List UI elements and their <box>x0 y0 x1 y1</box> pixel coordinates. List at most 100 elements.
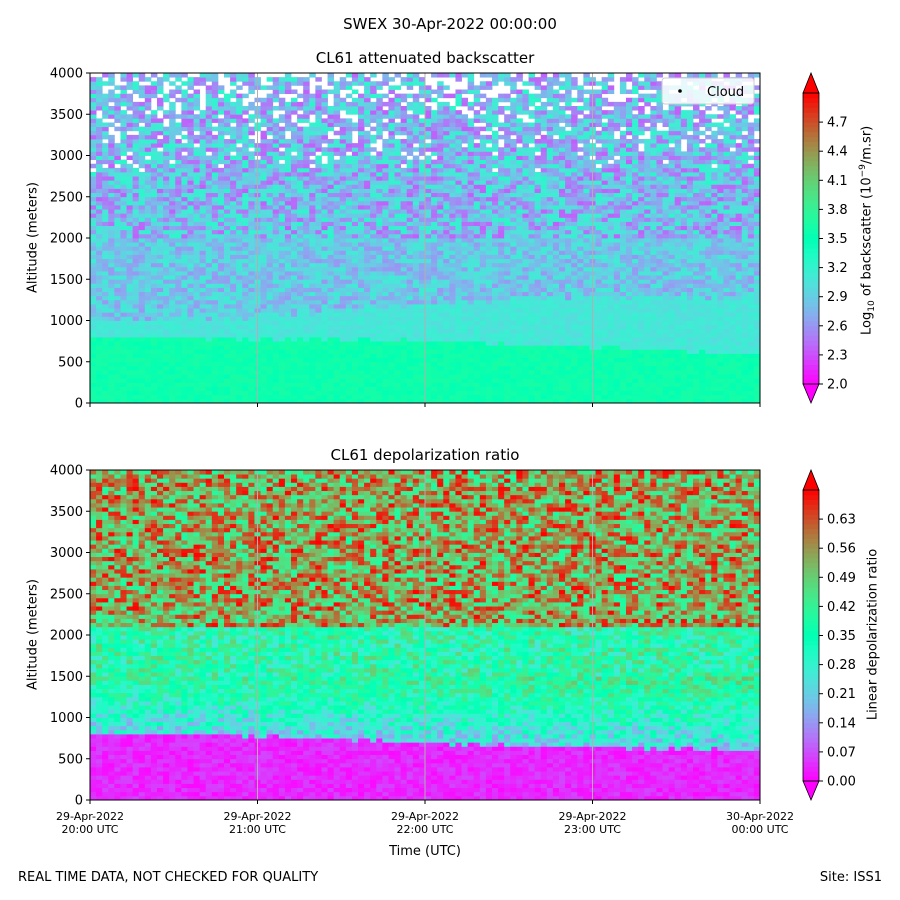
heatmap-cell <box>418 217 426 222</box>
heatmap-cell <box>345 353 353 359</box>
heatmap-cell <box>303 205 310 210</box>
heatmap-cell <box>485 225 493 231</box>
heatmap-cell <box>120 250 127 255</box>
heatmap-cell <box>485 250 493 255</box>
heatmap-cell <box>364 101 371 107</box>
heatmap-cell <box>181 221 188 227</box>
heatmap-cell <box>278 188 286 194</box>
heatmap-cell <box>236 176 243 181</box>
heatmap-cell <box>370 361 377 367</box>
heatmap-cell <box>473 304 481 309</box>
heatmap-cell <box>132 279 140 284</box>
heatmap-cell <box>479 299 487 305</box>
heatmap-cell <box>333 295 341 301</box>
heatmap-cell <box>138 250 146 255</box>
heatmap-cell <box>303 382 310 387</box>
heatmap-cell <box>205 353 213 359</box>
heatmap-cell <box>443 114 450 119</box>
heatmap-cell <box>157 242 164 247</box>
heatmap-cell <box>345 163 353 169</box>
heatmap-cell <box>351 304 359 309</box>
heatmap-cell <box>297 332 304 338</box>
heatmap-cell <box>370 200 377 206</box>
heatmap-cell <box>242 275 249 280</box>
heatmap-cell <box>187 291 194 297</box>
heatmap-cell <box>236 341 243 346</box>
heatmap-cell <box>126 291 134 297</box>
heatmap-cell <box>418 295 426 301</box>
heatmap-cell <box>248 151 255 156</box>
heatmap-cell <box>370 225 377 231</box>
backscatter-panel-title: CL61 attenuated backscatter <box>315 49 535 67</box>
heatmap-cell <box>211 337 219 342</box>
heatmap-cell <box>406 345 414 350</box>
heatmap-cell <box>187 143 194 148</box>
heatmap-cell <box>315 398 322 404</box>
heatmap-cell <box>418 85 426 90</box>
heatmap-cell <box>150 200 158 206</box>
heatmap-cell <box>333 266 341 272</box>
heatmap-cell <box>339 353 347 359</box>
heatmap-cell <box>199 217 207 222</box>
heatmap-cell <box>120 328 127 334</box>
heatmap-cell <box>467 332 475 338</box>
heatmap-cell <box>272 353 280 359</box>
heatmap-cell <box>327 378 335 383</box>
heatmap-cell <box>479 283 487 288</box>
heatmap-cell <box>181 271 188 276</box>
heatmap-cell <box>431 89 438 95</box>
heatmap-cell <box>175 176 182 181</box>
heatmap-cell <box>242 345 249 350</box>
heatmap-cell <box>388 200 395 206</box>
heatmap-cell <box>217 295 225 301</box>
heatmap-cell <box>370 192 377 198</box>
heatmap-cell <box>327 205 335 210</box>
heatmap-cell <box>187 122 194 128</box>
heatmap-cell <box>138 332 146 338</box>
heatmap-cell <box>102 262 109 268</box>
heatmap-cell <box>467 328 475 334</box>
heatmap-cell <box>345 176 353 181</box>
heatmap-cell <box>345 279 353 284</box>
heatmap-cell <box>205 110 213 115</box>
heatmap-cell <box>449 316 456 321</box>
heatmap-cell <box>437 114 444 119</box>
heatmap-cell <box>90 238 97 243</box>
heatmap-cell <box>272 341 280 346</box>
heatmap-cell <box>205 233 213 239</box>
heatmap-cell <box>126 81 134 86</box>
heatmap-cell <box>358 295 365 301</box>
heatmap-cell <box>351 77 359 82</box>
heatmap-cell <box>376 386 383 392</box>
heatmap-cell <box>358 332 365 338</box>
heatmap-cell <box>449 295 456 301</box>
heatmap-cell <box>394 225 402 231</box>
heatmap-cell <box>138 390 146 396</box>
heatmap-cell <box>455 122 462 128</box>
heatmap-cell <box>236 130 243 136</box>
heatmap-cell <box>321 97 328 103</box>
heatmap-cell <box>473 172 481 177</box>
heatmap-cell <box>96 188 103 194</box>
heatmap-cell <box>473 312 481 317</box>
heatmap-cell <box>412 242 420 247</box>
heatmap-cell <box>211 271 219 276</box>
heatmap-cell <box>315 304 322 309</box>
heatmap-cell <box>132 349 140 354</box>
heatmap-cell <box>364 147 371 152</box>
heatmap-cell <box>351 192 359 198</box>
heatmap-cell <box>272 139 280 144</box>
heatmap-cell <box>144 209 152 214</box>
heatmap-cell <box>376 394 383 400</box>
heatmap-cell <box>492 291 499 297</box>
heatmap-cell <box>163 238 170 243</box>
heatmap-cell <box>163 200 170 206</box>
heatmap-cell <box>272 374 280 379</box>
heatmap-cell <box>382 126 389 132</box>
heatmap-cell <box>333 139 341 144</box>
heatmap-cell <box>102 328 109 334</box>
heatmap-cell <box>199 341 207 346</box>
heatmap-cell <box>291 308 298 313</box>
heatmap-cell <box>400 118 408 123</box>
heatmap-cell <box>412 213 420 218</box>
